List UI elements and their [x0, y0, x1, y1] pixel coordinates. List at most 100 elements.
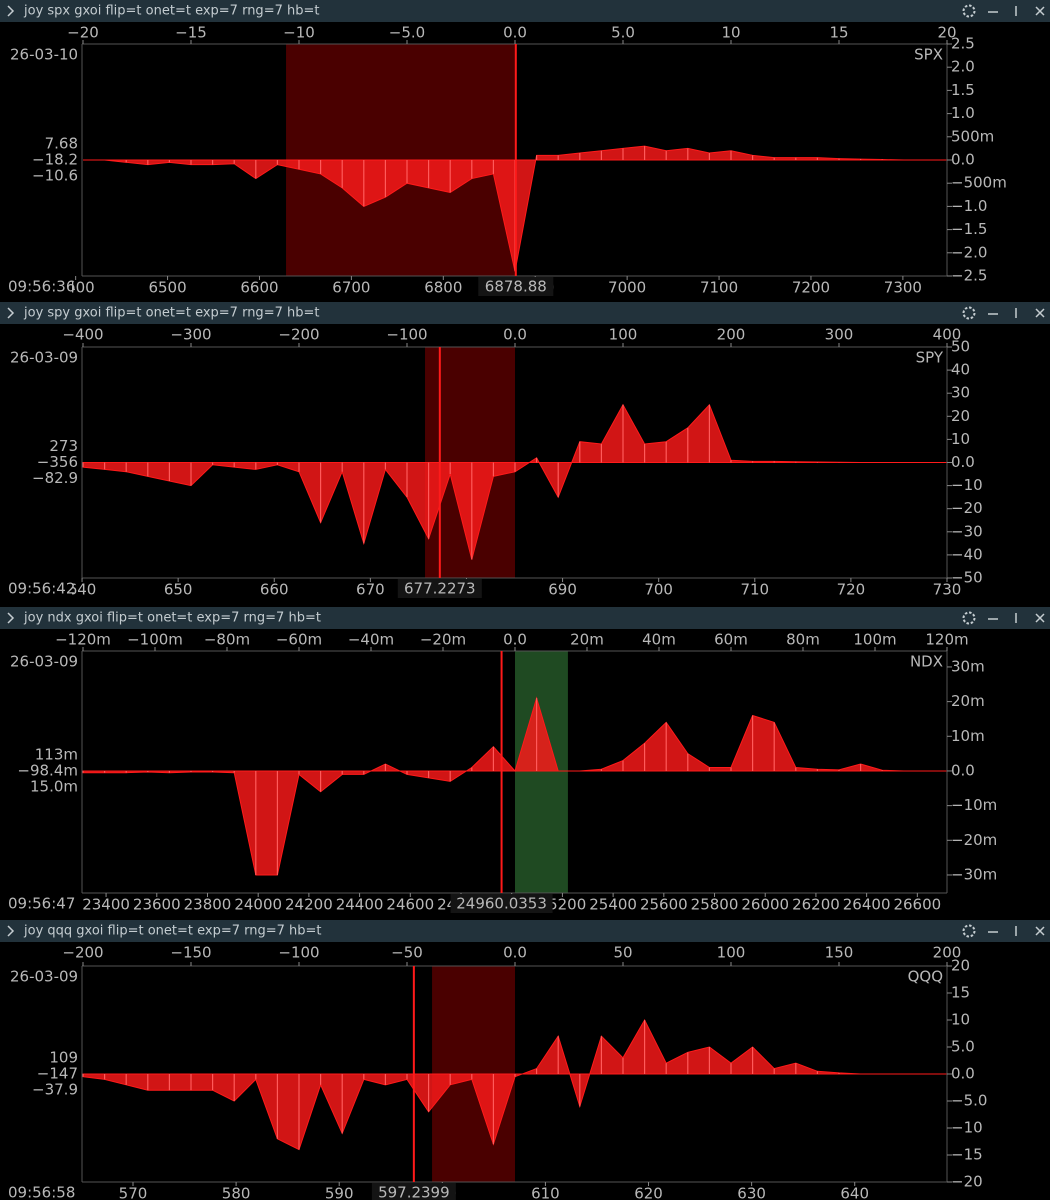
- panel-command: joy spy gxoi flip=t onet=t exp=7 rng=7 h…: [23, 306, 319, 321]
- time-bg: [0, 1184, 72, 1200]
- date-label: 26-03-09: [10, 349, 78, 367]
- symbol-label: SPY: [916, 349, 944, 367]
- x2-tick-label: 620: [634, 1185, 663, 1200]
- x-tick-label: 0.0: [503, 24, 527, 42]
- stat-value: 113m: [35, 745, 78, 763]
- x-tick-label: −80m: [204, 631, 250, 649]
- stat-value: 273: [49, 437, 78, 455]
- x2-tick-label: 610: [531, 1185, 560, 1200]
- x2-tick-label: 25400: [589, 896, 637, 914]
- stat-value: 15.0m: [30, 777, 78, 795]
- y-tick-label: 10: [951, 430, 970, 448]
- expand-icon[interactable]: [7, 925, 15, 937]
- stat-value: −18.2: [32, 151, 78, 169]
- y-tick-label: 30m: [951, 657, 985, 675]
- y-tick-label: 500m: [951, 127, 994, 145]
- panel-command: joy qqq gxoi flip=t onet=t exp=7 rng=7 h…: [23, 924, 322, 939]
- panel-command: joy ndx gxoi flip=t onet=t exp=7 rng=7 h…: [23, 611, 321, 626]
- stat-value: −37.9: [32, 1081, 78, 1099]
- x2-tick-label: 580: [222, 1185, 251, 1200]
- stat-value: −356: [37, 453, 78, 471]
- y-tick-label: −1.5: [951, 220, 987, 238]
- time-bg: [0, 895, 72, 913]
- close-icon[interactable]: [1035, 6, 1045, 16]
- y-tick-label: 10m: [951, 727, 985, 745]
- y-tick-label: 1.5: [951, 81, 975, 99]
- symbol-label: QQQ: [908, 968, 943, 986]
- stat-value: 109: [49, 1049, 78, 1067]
- x-tick-label: −40m: [348, 631, 394, 649]
- settings-icon[interactable]: [962, 4, 976, 18]
- y-tick-label: −50: [951, 569, 983, 587]
- price-marker-label: 597.2399: [378, 1184, 450, 1200]
- settings-icon[interactable]: [962, 306, 976, 320]
- x2-tick-label: 660: [260, 581, 289, 599]
- x2-tick-label: 640: [68, 581, 97, 599]
- settings-icon[interactable]: [962, 611, 976, 625]
- panel-command: joy spx gxoi flip=t onet=t exp=7 rng=7 h…: [23, 4, 319, 19]
- highlight-band: [515, 651, 568, 893]
- x2-tick-label: 25600: [640, 896, 688, 914]
- price-marker-label-bg: [371, 1183, 456, 1200]
- y-tick-label: −30m: [951, 865, 997, 883]
- x-tick-label: −100: [386, 326, 427, 344]
- x-tick-label: 40m: [642, 631, 676, 649]
- y-tick-label: 1.0: [951, 104, 975, 122]
- expand-icon[interactable]: [7, 5, 15, 17]
- x2-tick-label: 23800: [184, 896, 232, 914]
- stat-value: −82.9: [32, 469, 78, 487]
- time-label: 09:56:47: [8, 895, 75, 913]
- x2-tick-label: 24600: [386, 896, 434, 914]
- y-tick-label: 15: [951, 984, 970, 1002]
- x2-tick-label: 570: [119, 1185, 148, 1200]
- expand-icon[interactable]: [7, 612, 15, 624]
- x-tick-label: 0.0: [503, 631, 527, 649]
- x-tick-label: −50: [391, 944, 423, 962]
- y-tick-label: 10: [951, 1011, 970, 1029]
- y-tick-label: −20: [951, 1173, 983, 1191]
- x-tick-label: −400: [62, 326, 103, 344]
- time-bg: [0, 580, 72, 598]
- stat-value: −10.6: [32, 167, 78, 185]
- y-tick-label: −10: [951, 476, 983, 494]
- stat-value: −98.4m: [17, 761, 78, 779]
- close-icon[interactable]: [1035, 926, 1045, 936]
- x-tick-label: −5.0: [389, 24, 425, 42]
- date-label: 26-03-10: [10, 46, 78, 64]
- close-icon[interactable]: [1035, 613, 1045, 623]
- x2-tick-label: 700: [644, 581, 673, 599]
- x-tick-label: 120m: [925, 631, 968, 649]
- y-tick-label: 30: [951, 384, 970, 402]
- y-tick-label: 2.0: [951, 58, 975, 76]
- x2-tick-label: 7200: [792, 279, 830, 297]
- y-tick-label: −10: [951, 1119, 983, 1137]
- x2-tick-label: 24400: [336, 896, 384, 914]
- y-tick-label: 2.5: [951, 35, 975, 53]
- y-tick-label: −1.0: [951, 197, 987, 215]
- x-tick-label: 80m: [786, 631, 820, 649]
- x-tick-label: 100m: [853, 631, 896, 649]
- close-icon[interactable]: [1035, 308, 1045, 318]
- x-tick-label: −20m: [420, 631, 466, 649]
- y-tick-label: −40: [951, 545, 983, 563]
- price-marker-label-bg: [397, 579, 482, 598]
- time-label: 09:56:36: [8, 278, 75, 296]
- y-tick-label: −15: [951, 1146, 983, 1164]
- x-tick-label: 400: [933, 326, 962, 344]
- x-tick-label: −200: [62, 944, 103, 962]
- x-tick-label: 20m: [570, 631, 604, 649]
- x-tick-label: −120m: [55, 631, 111, 649]
- price-marker-label: 677.2273: [404, 580, 476, 598]
- x2-tick-label: 710: [740, 581, 769, 599]
- date-label: 26-03-09: [10, 968, 78, 986]
- x-tick-label: 200: [933, 944, 962, 962]
- x2-tick-label: 640: [840, 1185, 869, 1200]
- y-tick-label: −2.5: [951, 267, 987, 285]
- title-bar: [0, 302, 1050, 324]
- expand-icon[interactable]: [7, 307, 15, 319]
- x2-tick-label: 630: [737, 1185, 766, 1200]
- x-tick-label: 0.0: [503, 944, 527, 962]
- settings-icon[interactable]: [962, 924, 976, 938]
- y-tick-label: 20: [951, 957, 970, 975]
